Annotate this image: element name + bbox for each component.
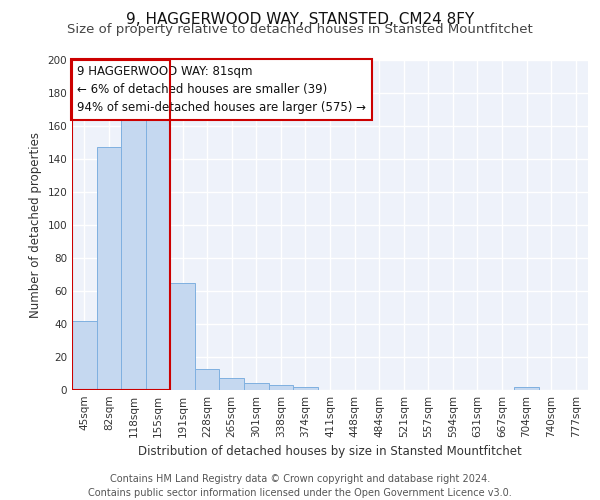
Bar	[72, 320, 97, 390]
X-axis label: Distribution of detached houses by size in Stansted Mountfitchet: Distribution of detached houses by size …	[138, 446, 522, 458]
Bar	[293, 386, 318, 390]
Bar	[121, 118, 146, 390]
Text: Contains HM Land Registry data © Crown copyright and database right 2024.
Contai: Contains HM Land Registry data © Crown c…	[88, 474, 512, 498]
Text: 9, HAGGERWOOD WAY, STANSTED, CM24 8FY: 9, HAGGERWOOD WAY, STANSTED, CM24 8FY	[126, 12, 474, 28]
Text: Size of property relative to detached houses in Stansted Mountfitchet: Size of property relative to detached ho…	[67, 22, 533, 36]
Bar	[244, 384, 269, 390]
Bar	[72, 60, 170, 390]
Bar	[146, 118, 170, 390]
Bar	[170, 283, 195, 390]
Bar	[220, 378, 244, 390]
Bar	[195, 368, 220, 390]
Bar	[514, 386, 539, 390]
Bar	[97, 148, 121, 390]
Text: 9 HAGGERWOOD WAY: 81sqm
← 6% of detached houses are smaller (39)
94% of semi-det: 9 HAGGERWOOD WAY: 81sqm ← 6% of detached…	[77, 65, 366, 114]
Y-axis label: Number of detached properties: Number of detached properties	[29, 132, 42, 318]
Bar	[269, 385, 293, 390]
